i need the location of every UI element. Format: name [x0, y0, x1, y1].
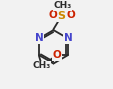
- Text: CH₃: CH₃: [53, 1, 71, 10]
- Text: O: O: [66, 10, 75, 20]
- Text: N: N: [63, 33, 72, 43]
- Text: N: N: [34, 33, 43, 43]
- Text: S: S: [57, 11, 65, 21]
- Text: O: O: [52, 50, 60, 60]
- Text: CH₃: CH₃: [32, 61, 50, 70]
- Text: O: O: [48, 10, 56, 20]
